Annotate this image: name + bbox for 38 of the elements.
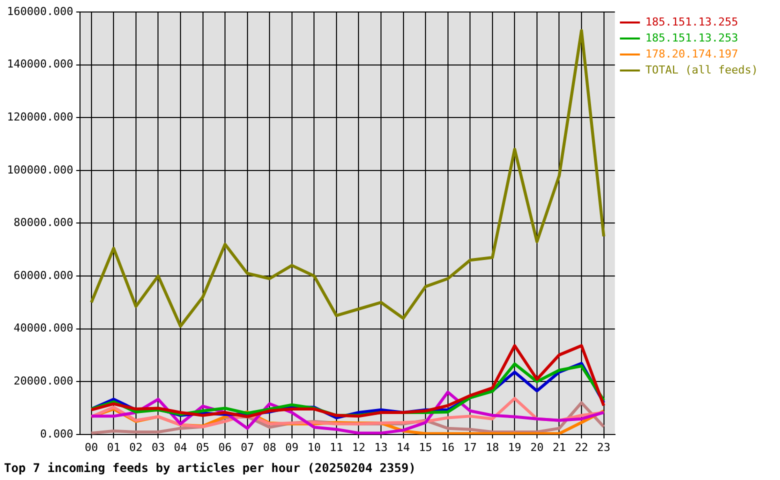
x-tick-label: 15 [418, 440, 432, 454]
x-tick-label: 17 [463, 440, 477, 454]
x-tick-label: 06 [218, 440, 232, 454]
x-tick-label: 20 [530, 440, 544, 454]
x-tick-label: 11 [330, 440, 344, 454]
x-tick-label: 02 [129, 440, 143, 454]
y-tick-label: 40000.000 [14, 322, 74, 335]
x-tick-label: 14 [396, 440, 410, 454]
x-tick-label: 13 [374, 440, 388, 454]
x-tick-label: 04 [174, 440, 188, 454]
x-tick-label: 12 [352, 440, 366, 454]
x-tick-label: 22 [574, 440, 588, 454]
y-tick-label: 160000.000 [6, 4, 74, 18]
legend-label: 185.151.13.255 [645, 15, 738, 28]
y-tick-label: 100000.000 [6, 163, 74, 176]
x-tick-label: 07 [240, 440, 254, 454]
x-tick-label: 18 [486, 440, 500, 454]
x-tick-label: 00 [84, 440, 98, 454]
y-tick-label: 140000.000 [6, 58, 74, 71]
x-tick-label: 08 [262, 440, 276, 454]
x-tick-label: 03 [152, 440, 165, 454]
x-tick-label: 05 [196, 440, 210, 454]
x-tick-label: 10 [308, 440, 321, 454]
x-tick-label: 23 [597, 440, 610, 454]
y-tick-label: 20000.000 [14, 374, 74, 388]
legend-label: TOTAL (all feeds) [645, 63, 758, 76]
x-tick-label: 09 [285, 440, 298, 454]
y-tick-label: 80000.000 [14, 216, 74, 230]
x-tick-label: 01 [107, 440, 120, 454]
x-tick-label: 19 [508, 440, 522, 454]
x-tick-label: 16 [441, 440, 454, 454]
legend-label: 178.20.174.197 [645, 47, 738, 60]
legend-label: 185.151.13.253 [645, 31, 738, 44]
y-tick-label: 60000.000 [14, 268, 74, 282]
y-tick-label: 120000.000 [6, 110, 74, 124]
x-tick-label: 21 [552, 440, 566, 454]
text: Top 7 incoming feeds by articles per hour (20250204 2359) [4, 460, 416, 475]
y-tick-label: 0.000 [40, 427, 74, 440]
